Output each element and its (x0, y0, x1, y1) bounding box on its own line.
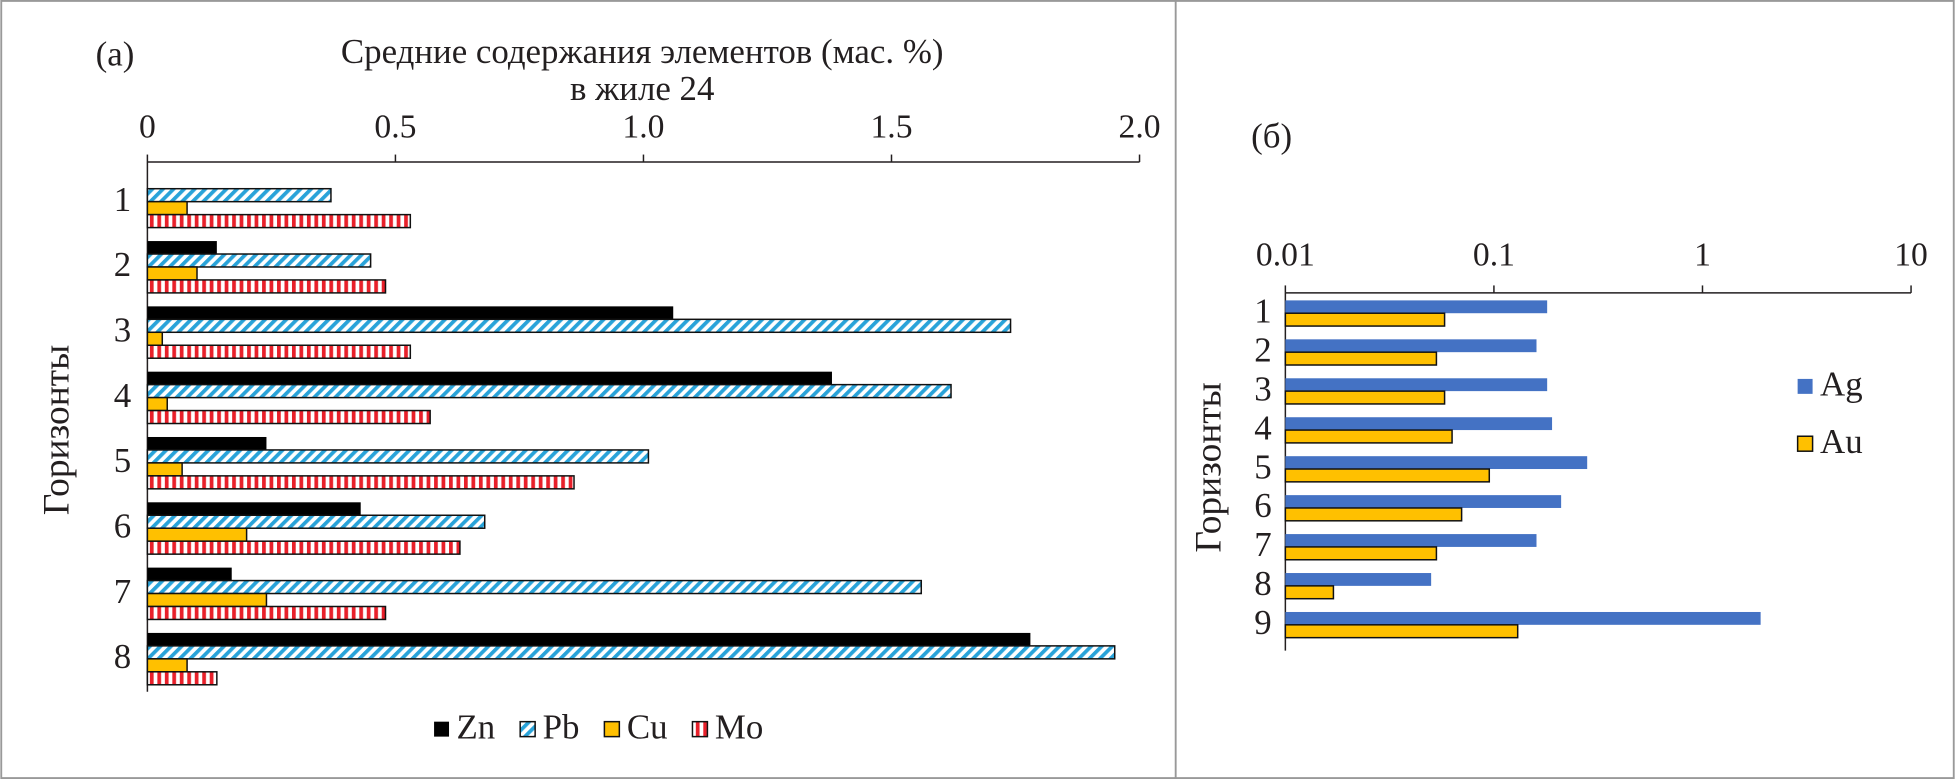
bar (146, 200, 188, 216)
x-tick-label: 10 (1894, 237, 1928, 274)
legend-label: Zn (457, 707, 496, 746)
y-tick-label: 7 (114, 572, 131, 611)
bar (147, 371, 832, 385)
y-tick-label: 8 (1254, 564, 1271, 603)
x-tick-label: 0 (139, 108, 156, 145)
x-tick-label: 1 (1694, 237, 1711, 274)
bar (146, 266, 198, 281)
bar (1285, 534, 1537, 547)
bar (1285, 339, 1537, 353)
y-tick-label: 4 (1254, 408, 1271, 447)
bar (1285, 573, 1432, 586)
bar (146, 409, 431, 425)
bar (146, 213, 412, 229)
bar (1284, 585, 1335, 600)
legend-label: Ag (1820, 365, 1863, 404)
bar (1285, 300, 1548, 314)
bar (1284, 351, 1438, 366)
bar (147, 567, 232, 581)
y-tick-label: 2 (1254, 330, 1271, 369)
x-tick-label: 1.5 (870, 108, 912, 145)
bar (1284, 312, 1446, 327)
y-tick-label: 6 (114, 506, 131, 545)
chart-title: Средние содержания элементов (мас. %) (341, 32, 944, 71)
bar (1285, 495, 1562, 508)
bar (146, 475, 575, 490)
legend-swatch (434, 721, 450, 737)
legend-swatch (603, 720, 621, 738)
y-tick-label: 9 (1254, 603, 1271, 642)
y-axis-label: Горизонты (1188, 382, 1229, 552)
bar (1284, 507, 1463, 522)
y-tick-label: 7 (1254, 525, 1271, 564)
bar (1284, 390, 1446, 405)
bar (146, 383, 952, 399)
y-tick-label: 3 (1254, 369, 1271, 408)
bar (146, 279, 387, 294)
bar (146, 462, 183, 477)
bar (147, 306, 674, 320)
bar (1285, 456, 1588, 470)
y-tick-label: 4 (114, 376, 131, 415)
bar (147, 632, 1031, 646)
panel-label: (б) (1251, 117, 1292, 156)
legend-swatch (519, 720, 536, 738)
bar (146, 658, 188, 673)
bar (146, 540, 461, 555)
legend-swatch (1796, 435, 1814, 452)
bar (1284, 624, 1519, 639)
legend-label: Cu (627, 707, 668, 746)
bar (146, 527, 248, 542)
bar (146, 579, 923, 595)
legend-swatch (1797, 378, 1813, 394)
legend-label: Pb (543, 707, 580, 746)
bar (146, 514, 486, 529)
bar (146, 449, 650, 464)
x-tick-label: 2.0 (1119, 108, 1161, 145)
bar (1285, 611, 1761, 625)
y-tick-label: 1 (114, 180, 131, 219)
bar (146, 187, 332, 203)
bar (1285, 417, 1553, 431)
bar (1285, 378, 1548, 392)
bar (1284, 429, 1453, 444)
bar (1284, 546, 1438, 561)
y-tick-label: 3 (114, 311, 131, 350)
y-tick-label: 8 (114, 637, 131, 676)
y-tick-label: 1 (1254, 291, 1271, 330)
y-axis-label: Горизонты (37, 345, 78, 515)
bar (146, 671, 218, 686)
bar (147, 241, 217, 255)
bar (146, 253, 372, 268)
x-tick-label: 0.5 (374, 108, 416, 145)
x-tick-label: 1.0 (622, 108, 664, 145)
chart-subtitle: в жиле 24 (570, 69, 714, 108)
y-tick-label: 2 (114, 245, 131, 284)
panel-label: (а) (96, 34, 135, 73)
bar (146, 318, 1012, 334)
bar (146, 605, 387, 621)
legend-swatch (691, 720, 709, 738)
legend-label: Au (1820, 422, 1863, 461)
x-tick-label: 0.1 (1473, 237, 1515, 274)
bar (146, 344, 412, 359)
bar (146, 396, 168, 412)
bar (147, 436, 267, 450)
y-tick-label: 6 (1254, 486, 1271, 525)
y-tick-label: 5 (1254, 447, 1271, 486)
bar (146, 331, 164, 347)
y-tick-label: 5 (114, 441, 131, 480)
bar (146, 592, 268, 608)
legend-label: Mo (715, 707, 763, 746)
x-tick-label: 0.01 (1256, 237, 1315, 274)
bar (147, 502, 361, 516)
bar (1284, 468, 1491, 483)
bar (146, 645, 1116, 660)
